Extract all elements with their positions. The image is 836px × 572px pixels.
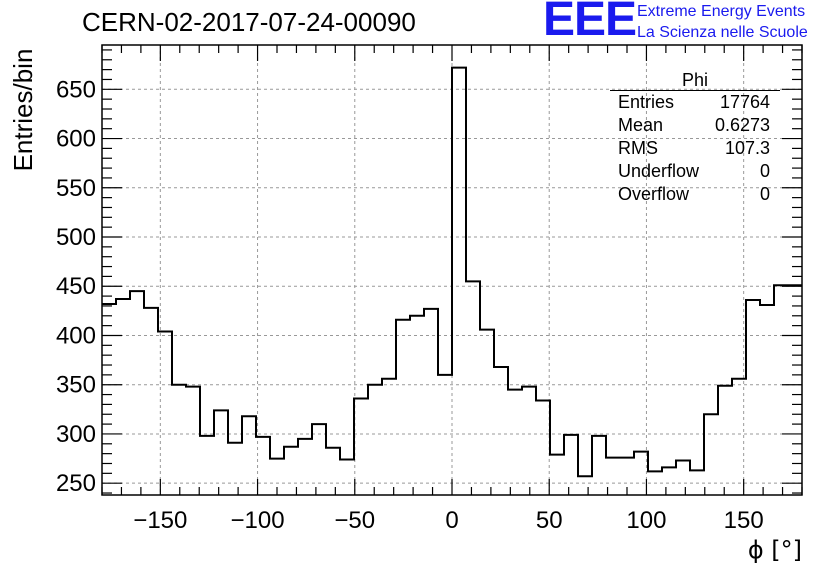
y-tick-label: 450 [56,273,96,300]
logo-line-2: La Scienza nelle Scuole [637,24,808,41]
y-tick-label: 500 [56,224,96,251]
stats-row-entries: Entries 17764 [610,91,780,114]
plot-frame [101,44,803,496]
stat-value: 0 [759,161,770,181]
x-tick-label: 150 [724,507,764,534]
x-tick-label: 50 [536,507,563,534]
stat-value: 0.6273 [714,115,770,135]
stats-row-underflow: Underflow 0 [610,160,780,183]
y-tick-label: 650 [56,76,96,103]
y-tick-label: 550 [56,175,96,202]
stat-label: Overflow [618,184,690,204]
eee-logo: EEE [543,0,637,46]
tick-labels: −150 −100 −50 0 50 100 150 250 300 350 400 450 500 55… [56,76,764,534]
x-tick-label: −150 [133,507,187,534]
stat-value: 107.3 [724,138,770,158]
stats-title: Phi [610,70,780,91]
stats-row-mean: Mean 0.6273 [610,114,780,137]
stat-label: RMS [618,138,658,158]
x-tick-label: −100 [231,507,285,534]
x-tick-label: 0 [445,507,458,534]
y-axis-label: Entries/bin [8,49,38,172]
y-tick-label: 600 [56,126,96,153]
x-tick-label: 100 [626,507,666,534]
x-tick-label: −50 [334,507,375,534]
y-tick-label: 300 [56,421,96,448]
stats-row-rms: RMS 107.3 [610,137,780,160]
histogram-outline [102,66,802,478]
stat-label: Underflow [618,161,700,181]
stat-value: 0 [759,184,770,204]
y-tick-label: 350 [56,372,96,399]
stats-row-overflow: Overflow 0 [610,183,780,206]
logo-line-1: Extreme Energy Events [637,3,806,20]
stat-label: Mean [618,115,664,135]
y-tick-label: 250 [56,470,96,497]
stat-label: Entries [618,92,675,112]
stat-value: 17764 [719,92,770,112]
y-tick-label: 400 [56,322,96,349]
x-axis-label: ϕ [°] [748,536,802,564]
axis-ticks [101,45,803,495]
chart-title: CERN-02-2017-07-24-00090 [82,7,416,37]
stats-box: Phi Entries 17764 Mean 0.6273 RMS 107.3 … [610,70,780,206]
